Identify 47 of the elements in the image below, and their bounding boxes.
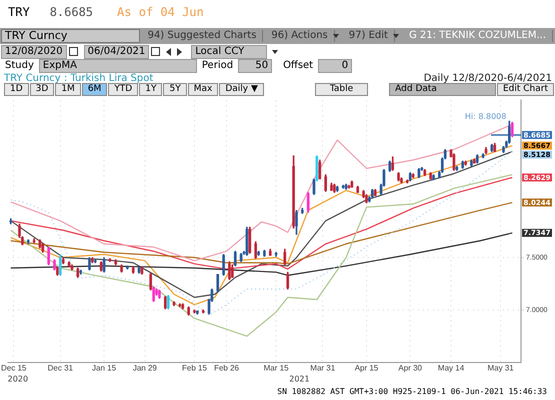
text: 6M [82,82,108,96]
x-tick-label: Feb 15 [182,363,208,372]
text: Period [200,60,234,72]
text: G 21: TEKNIK COZUMLEM... [402,30,553,42]
x-tick-label: Jan 15 [92,363,117,372]
text: Local CCY [191,44,268,58]
text: 8.6685 [50,5,94,19]
text: Table [314,82,368,96]
x-tick-label: Mar 31 [310,363,336,372]
text: 94) Suggested Charts [142,30,264,42]
x-tick-label: Apr 15 [354,363,379,372]
text: 06/04/2021 [84,44,150,58]
chart-title: TRY Curncy : Turkish Lira Spot [4,72,154,84]
text: 2021 [289,374,310,384]
x-tick-label: Mar 15 [264,363,290,372]
text: 1Y [139,82,162,96]
text: 5Y [163,82,187,96]
x-tick-label: Feb 26 [214,363,240,372]
x-tick-label: May 31 [487,363,514,372]
text: 2020 [8,374,28,384]
text: 96) Actions [265,30,335,42]
text: SN 1082882 AST GMT+3:00 H925-2109-1 06-Jun-2021 15:46:33 [277,386,547,396]
text: As of 04 Jun [117,5,204,19]
text: Max [188,82,218,96]
x-tick-label: Dec 15 [0,363,27,372]
annotation: Hi: 8.8008 [464,112,506,122]
text: Edit Chart [496,82,554,96]
text: TRY Curncy [1,29,140,43]
x-tick-label: Dec 31 [48,363,74,372]
chart-subtitle: Daily 12/8/2020-6/4/2021 [424,72,552,84]
text: 0 [318,58,352,72]
text: 3D [30,82,54,96]
text: 1D [4,82,29,96]
text: 97) Edit [342,30,395,42]
text: ExpMA [38,58,197,72]
text: Offset [282,60,314,72]
x-tick-label: Jan 29 [132,363,158,372]
x-tick-label: May 14 [438,363,465,372]
text: 1M [55,82,81,96]
text: Study [4,60,35,72]
x-tick-label: Apr 30 [398,363,423,372]
text: YTD [108,82,138,96]
text: 50 [238,58,272,72]
text: Add Data [389,82,496,96]
text: TRY [8,5,30,19]
text: Daily ▼ [219,82,264,96]
text: 12/08/2020 [1,44,67,58]
